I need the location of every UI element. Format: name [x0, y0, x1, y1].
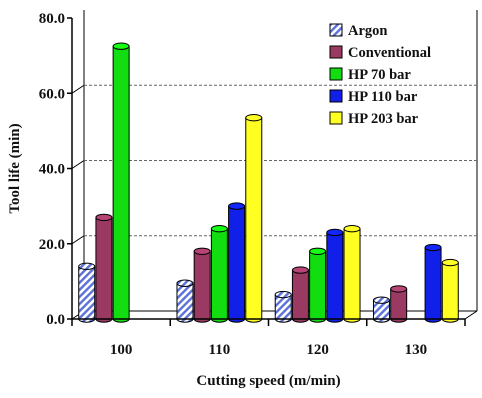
y-tick-label: 40.0: [39, 162, 65, 178]
bar-top: [245, 114, 263, 122]
bar-top: [326, 228, 344, 237]
x-tick-label: 120: [306, 342, 329, 358]
legend-swatch: [329, 111, 343, 125]
bar: [112, 42, 130, 323]
bar: [343, 225, 361, 323]
bar: [176, 279, 194, 323]
bar: [78, 262, 96, 323]
bar-top: [291, 266, 309, 274]
bar-top: [95, 213, 113, 222]
bar-body: [245, 117, 262, 319]
gridline-depth: [71, 160, 85, 169]
bar-top: [441, 258, 459, 267]
bar-top: [274, 290, 292, 299]
bar: [309, 247, 327, 323]
bar-top: [193, 247, 211, 255]
gridline-depth: [71, 84, 85, 94]
bar: [274, 290, 292, 323]
legend-label: HP 110 bar: [348, 89, 418, 105]
chart-legend: Argon Conventional HP 70 bar HP 110 bar HP 2…: [329, 23, 431, 127]
y-tick-label: 80.0: [39, 11, 65, 27]
legend-swatch: [329, 45, 343, 59]
bar: [228, 202, 246, 323]
bar-body: [194, 251, 211, 319]
bar-body: [211, 228, 228, 319]
x-tick-label: 130: [405, 342, 428, 358]
bar: [390, 285, 408, 323]
legend-label: HP 203 bar: [348, 111, 419, 127]
bar-top: [372, 296, 390, 304]
bar-body: [292, 270, 309, 319]
bar-body: [176, 283, 193, 319]
legend-swatch: [329, 23, 343, 37]
bar-top: [78, 262, 96, 271]
bar-body: [95, 217, 112, 319]
chart-axes-layer: 0.0 20.0 40.0 60.0 80.0 100 110 120 130: [39, 11, 466, 358]
bar-body: [373, 300, 390, 319]
chart-back-layer: [71, 10, 478, 320]
y-tick-label: 20.0: [39, 237, 65, 253]
bar-body: [228, 206, 245, 319]
chart-bars-layer: [78, 42, 459, 323]
bar-body: [275, 294, 292, 319]
bar: [441, 258, 459, 323]
bar-top: [176, 279, 194, 287]
gridline-depth: [71, 235, 85, 245]
bar: [95, 213, 113, 323]
bar-top: [343, 225, 361, 233]
x-axis-title: Cutting speed (m/min): [196, 373, 340, 389]
legend-label: Argon: [348, 23, 387, 39]
bar-body: [78, 266, 95, 319]
bar: [424, 243, 442, 323]
bar-top: [424, 243, 442, 252]
bar-top: [228, 202, 246, 210]
bar-body: [425, 247, 442, 319]
bar-top: [210, 225, 228, 233]
bar: [210, 225, 228, 323]
bar: [193, 247, 211, 323]
legend-label: HP 70 bar: [348, 67, 411, 83]
bar: [291, 266, 309, 323]
bar-top: [390, 285, 408, 293]
y-axis-title: Tool life (min): [7, 123, 23, 213]
x-tick-label: 110: [209, 342, 231, 358]
legend-label: Conventional: [348, 45, 431, 61]
x-tick-label: 100: [110, 342, 133, 358]
bar-top: [112, 42, 130, 50]
floor-right-edge: [464, 310, 478, 320]
bar-body: [326, 232, 343, 319]
bar-body: [113, 46, 130, 319]
bar-body: [390, 288, 407, 319]
y-tick-label: 60.0: [39, 86, 65, 102]
y-tick-label: 0.0: [46, 312, 65, 328]
legend-swatch: [329, 89, 343, 103]
bar-body: [309, 251, 326, 319]
bar: [326, 228, 344, 323]
bar-body: [344, 228, 361, 319]
bar-body: [442, 262, 459, 319]
legend-swatch: [329, 67, 343, 81]
bar: [245, 114, 263, 323]
bar-top: [309, 247, 327, 255]
